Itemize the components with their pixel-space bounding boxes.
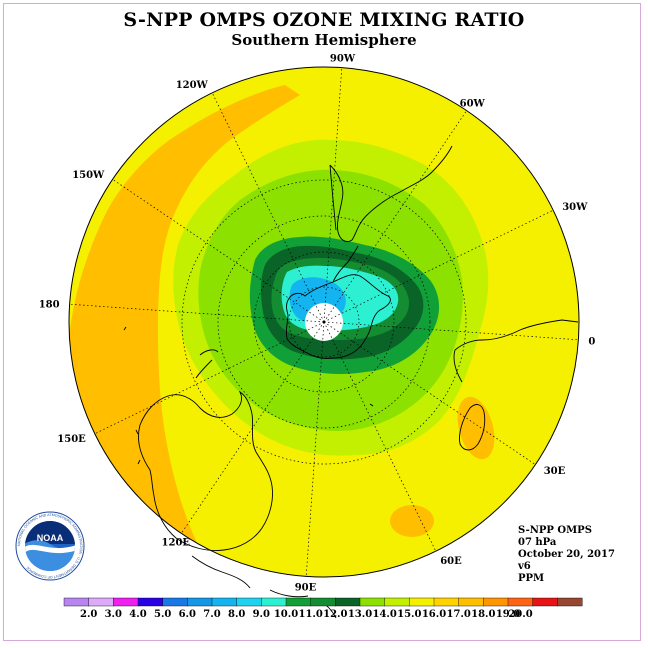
field-16-17-band (69, 85, 300, 560)
colorbar-swatch (409, 597, 435, 607)
meridian-line (323, 67, 343, 323)
coast-new-guinea (191, 555, 251, 589)
colorbar-label: 11.0 (299, 609, 323, 620)
field-16-17-patch-se (390, 505, 434, 537)
longitude-label: 60W (460, 98, 486, 109)
colorbar-label: 4.0 (129, 609, 146, 620)
meridian-line (323, 321, 536, 465)
colorbar-swatch (557, 597, 583, 607)
coast-new-zealand (195, 349, 219, 379)
colorbar-swatch (359, 597, 386, 607)
colorbar-label: 2.0 (80, 609, 97, 620)
latitude-circles (181, 179, 467, 465)
colorbar-swatch (507, 597, 534, 607)
meridian-line (305, 321, 325, 577)
coast-south-america-west (329, 164, 337, 231)
longitude-label: 30W (562, 202, 588, 213)
colorbar-label: 14.0 (373, 609, 397, 620)
colorbar-label: 13.0 (348, 609, 372, 620)
coast-antarctic-peninsula (332, 245, 359, 283)
coast-madagascar (459, 404, 486, 451)
colorbar-boxes (63, 597, 583, 607)
map-subtitle: Southern Hemisphere (231, 31, 417, 49)
meridian-line (323, 209, 554, 323)
longitude-label: 60E (440, 556, 462, 567)
meridian-line (323, 321, 437, 552)
colorbar-label: 7.0 (203, 609, 220, 620)
ozone-field (69, 67, 579, 577)
colorbar-label: 18.0 (471, 609, 495, 620)
meridian-line (211, 92, 325, 323)
coast-islands (123, 326, 374, 465)
colorbar-label: 10.0 (274, 609, 298, 620)
longitude-label: 30E (544, 466, 566, 477)
colorbar-swatch (483, 597, 509, 607)
colorbar-swatch (63, 597, 90, 607)
colorbar-label: 17.0 (447, 609, 471, 620)
meridian-line (323, 110, 467, 323)
meridian-line (112, 179, 325, 323)
colorbar-swatch (285, 597, 312, 607)
info-units: PPM (518, 573, 545, 584)
longitude-label: 90E (295, 582, 317, 593)
colorbar-swatch (211, 597, 238, 607)
colorbar-label: 15.0 (397, 609, 421, 620)
coastlines (123, 145, 579, 619)
longitude-labels: 90W 60W 30W 0 30E 60E 90E 120E 150E 180 150W 120W (39, 54, 596, 594)
colorbar-label: 3.0 (105, 609, 122, 620)
colorbar-swatch (335, 597, 361, 607)
colorbar-label: 16.0 (422, 609, 446, 620)
meridian-line (181, 321, 325, 534)
colorbar-swatch (532, 597, 558, 607)
colorbar-swatch (113, 597, 139, 607)
info-block: S-NPP OMPS 07 hPa October 20, 2017 v6 PP… (518, 525, 615, 585)
map-title: S-NPP OMPS OZONE MIXING RATIO (123, 9, 525, 31)
coast-australia (138, 390, 273, 551)
longitude-label: 180 (39, 300, 60, 311)
colorbar-label: 8.0 (228, 609, 245, 620)
colorbar-swatch (187, 597, 213, 607)
colorbar-label: 12.0 (323, 609, 347, 620)
meridian-line (323, 321, 579, 341)
colorbar-label: 9.0 (253, 609, 270, 620)
colorbar: 2.0 3.0 4.0 5.0 6.0 7.0 8.0 9.0 10.0 11.0 12.0 13.0… (63, 597, 583, 620)
longitude-label: 120E (162, 538, 191, 549)
longitude-label: 150E (57, 434, 86, 445)
longitude-label: 0 (588, 337, 595, 348)
colorbar-swatch (458, 597, 484, 607)
colorbar-label: 6.0 (179, 609, 196, 620)
noaa-logo-text: NOAA (37, 533, 64, 543)
map-border (68, 66, 580, 578)
colorbar-label: 19.0 (496, 609, 520, 620)
colorbar-swatch (162, 597, 188, 607)
figure-frame (3, 3, 641, 641)
longitude-lines (69, 67, 579, 577)
colorbar-swatch (384, 597, 410, 607)
info-version: v6 (518, 561, 531, 572)
meridian-line (69, 303, 325, 323)
coast-africa (453, 319, 579, 383)
coast-south-america (329, 145, 453, 243)
colorbar-label: 5.0 (154, 609, 171, 620)
colorbar-swatch (236, 597, 262, 607)
colorbar-labels: 2.0 3.0 4.0 5.0 6.0 7.0 8.0 9.0 10.0 11.0 12.0 13.0… (80, 609, 533, 620)
meridian-line (94, 321, 325, 435)
longitude-label: 90W (330, 54, 356, 65)
colorbar-swatch (137, 597, 164, 607)
colorbar-label: 20.0 (508, 609, 532, 620)
colorbar-swatch (310, 597, 336, 607)
info-pressure: 07 hPa (518, 537, 557, 548)
info-date: October 20, 2017 (518, 549, 615, 560)
longitude-label: 120W (176, 80, 209, 91)
noaa-logo: NOAA NATIONAL OCEANIC AND ATMOSPHERIC AD… (15, 511, 85, 581)
colorbar-swatch (261, 597, 287, 607)
colorbar-swatch (433, 597, 460, 607)
longitude-label: 150W (72, 170, 105, 181)
colorbar-swatch (88, 597, 114, 607)
info-instrument: S-NPP OMPS (518, 525, 592, 536)
